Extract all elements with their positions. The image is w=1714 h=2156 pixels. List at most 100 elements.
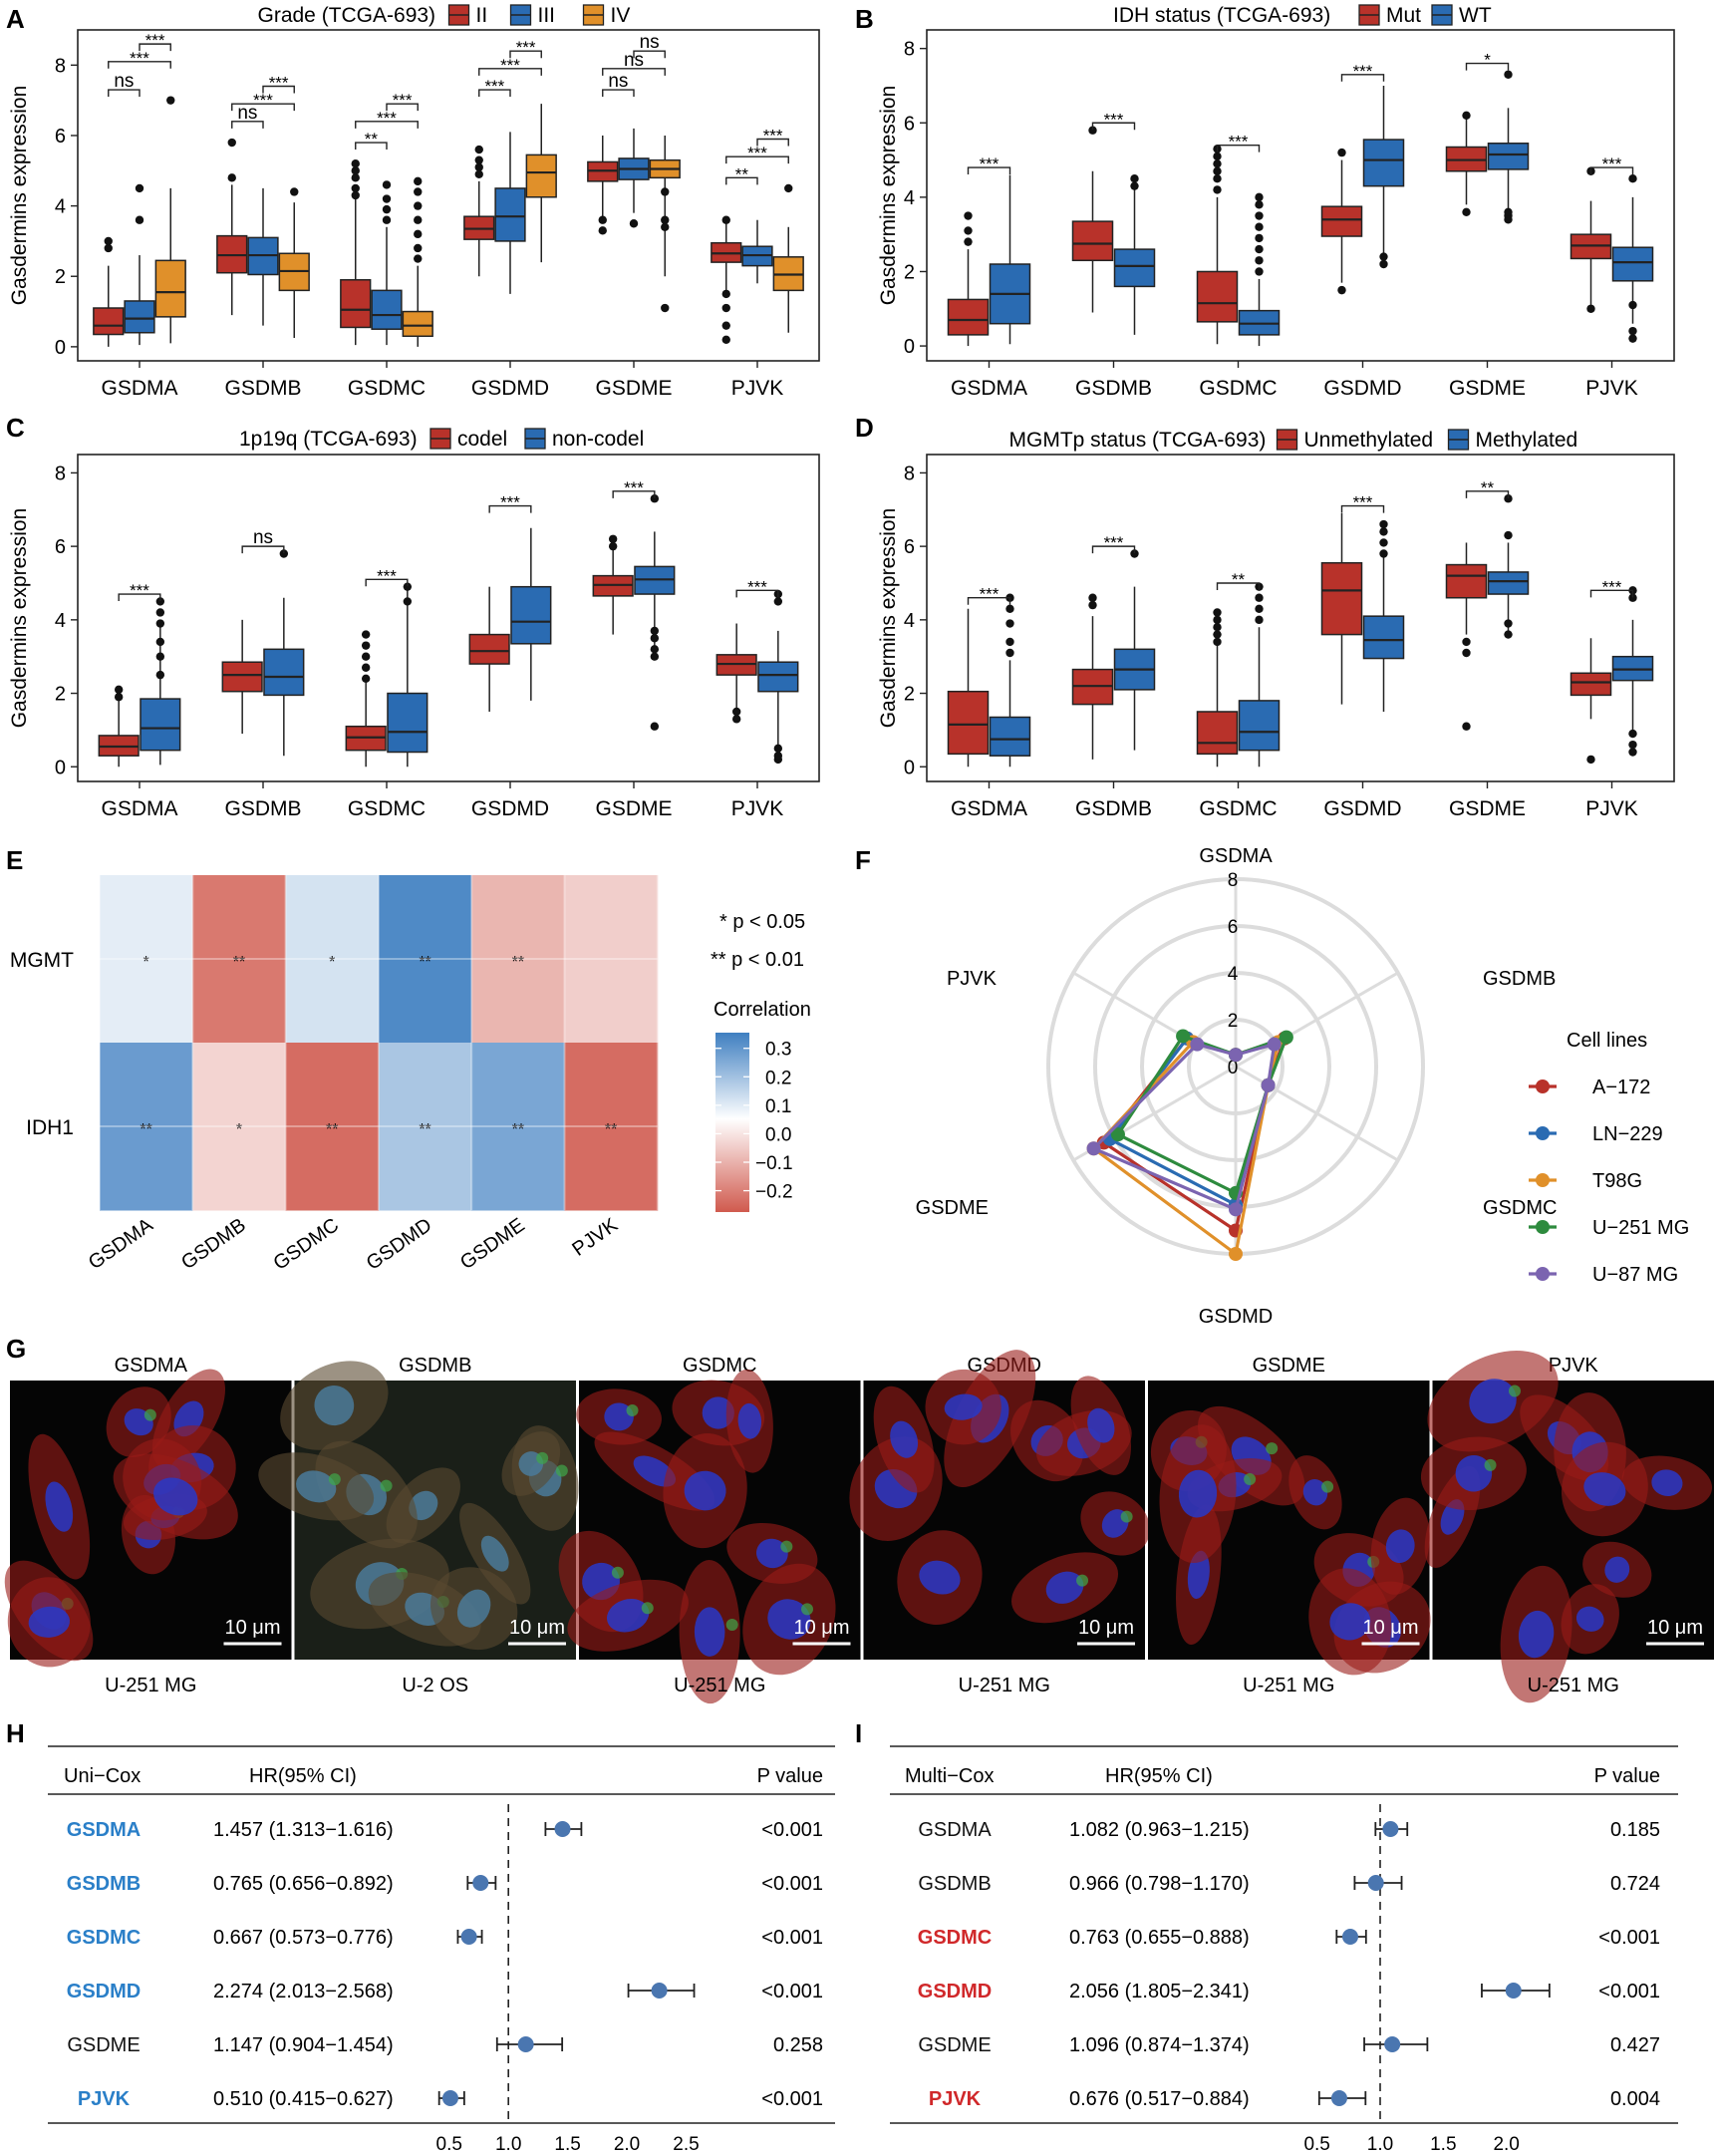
colorbar-tick-label: 0.0 [765,1124,791,1145]
heatmap-cell [100,875,193,1044]
box [140,698,181,752]
outlier-point [227,173,236,182]
significance-bracket [633,50,666,59]
colorbar-tick-label: 0.2 [765,1068,791,1088]
cell-nucleus [1518,1610,1555,1659]
box [124,300,155,334]
outlier-point [784,183,793,193]
outlier-point [1213,166,1222,175]
significance-label: *** [747,144,767,162]
outlier-point [1628,729,1637,739]
outlier-point [650,494,660,503]
microscopy-panel: GSDMA 10 μm U-251 MG GSDMB 10 μm U-2 OS GSDMC 1… [4,1350,1714,1704]
outlier-point [650,722,660,731]
forest-gene-label: GSDMA [918,1819,992,1841]
forest-x-tick-label: 2.0 [614,2134,640,2155]
cell-nucleus [480,1535,509,1572]
outlier-point [1255,604,1264,613]
box [1445,563,1488,599]
heatmap-star: * [143,954,149,971]
cell-nucleus [919,1560,961,1595]
heatmap-star: * [329,954,335,971]
outlier-point [1088,593,1097,602]
outlier-point [1005,604,1014,613]
outlier-point [1462,637,1471,647]
radar-spoke [1235,971,1399,1069]
green-signal [780,1540,793,1553]
outlier-point [1213,174,1222,183]
outlier-point [414,201,423,210]
outlier-point [414,243,423,253]
forest-x-tick-label: 0.5 [436,2134,462,2155]
heatmap-cell [471,1043,565,1211]
microscopy-cell-line: U-251 MG [1243,1675,1334,1696]
cell-nucleus [756,1538,788,1569]
green-signal [1321,1480,1334,1493]
scale-bar-label: 10 μm [509,1617,565,1639]
cell-nucleus [944,1393,983,1420]
radar-legend-label: U−87 MG [1592,1264,1678,1286]
cell-nucleus [1385,1529,1415,1564]
y-tick-label: 4 [904,187,915,209]
legend-label: Unmethylated [1304,429,1434,452]
significance-label: *** [980,585,1000,604]
forest-p-value: <0.001 [761,1927,823,1949]
outlier-point [964,237,973,246]
heatmap-col-label: GSDMB [177,1214,250,1274]
outlier-point [1628,174,1637,183]
box [371,289,403,330]
significance-label: ** [1481,478,1495,497]
significance-label: *** [980,154,1000,173]
panel-label-e: E [6,845,23,875]
y-axis-label: Gasdermins expression [8,86,31,306]
outlier-point [351,159,360,168]
heatmap-cell [471,875,565,1044]
green-signal [1244,1472,1257,1485]
significance-label: *** [484,77,504,96]
cell-nucleus [296,1470,337,1503]
outlier-point [474,155,483,164]
forest-hr-text: 1.457 (1.313−1.616) [213,1819,394,1841]
outlier-point [351,166,360,175]
microscopy-title: GSDMB [399,1355,471,1377]
heatmap-star: ** [512,954,524,971]
cell-nucleus [1469,1379,1517,1424]
forest-plot-uni-cox: Uni−Cox HR(95% CI) P value GSDMA 1.457 (1.31… [48,1745,835,2155]
forest-header-group: Uni−Cox [64,1765,141,1787]
microscopy-cell-line: U-251 MG [1528,1675,1619,1696]
x-tick-label: GSDMC [348,377,426,400]
significance-bracket [241,545,285,554]
y-tick-label: 0 [904,336,915,358]
outlier-point [608,534,618,543]
radar-legend-label: U−251 MG [1592,1217,1689,1239]
scale-bar-label: 10 μm [794,1617,850,1639]
outlier-point [414,254,423,263]
hazard-ratio-point [1341,1929,1358,1945]
hazard-ratio-point [460,1929,477,1945]
radar-ring-label: 6 [1228,917,1239,938]
p-value-note: ** p < 0.01 [711,949,804,971]
significance-bracket [1465,62,1510,71]
x-tick-label: GSDMC [1199,377,1277,400]
forest-p-value: 0.258 [773,2034,823,2056]
outlier-point [166,96,175,105]
cell-nucleus [606,1599,650,1633]
outlier-point [351,173,360,182]
outlier-point [227,138,236,148]
outlier-point [1213,608,1222,617]
radar-point [1229,1202,1243,1217]
heatmap-col-label: GSDMC [270,1214,344,1275]
outlier-point [661,303,670,313]
significance-bracket [108,89,141,98]
radar-point [1279,1030,1293,1045]
cell-nucleus [456,1589,491,1628]
outlier-point [1255,256,1264,265]
forest-p-value: <0.001 [761,1873,823,1895]
outlier-point [721,289,730,299]
heatmap-star: ** [512,1121,524,1138]
chart-title: 1p19q (TCGA-693) [239,428,418,451]
hazard-ratio-point [517,2036,534,2052]
forest-gene-label: GSDMC [918,1927,992,1949]
significance-label: *** [1602,154,1622,173]
